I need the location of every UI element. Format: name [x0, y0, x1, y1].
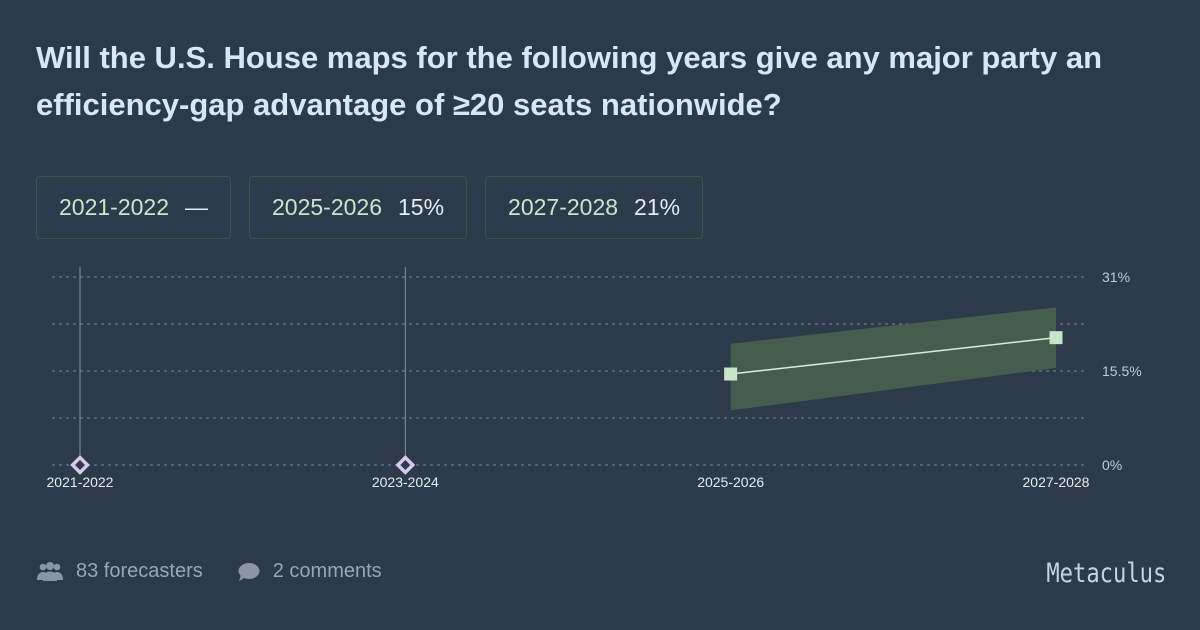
option-chip-2021-2022[interactable]: 2021-2022 — — [36, 176, 231, 239]
chip-label: 2027-2028 — [508, 194, 619, 220]
comments-label: 2 comments — [272, 560, 382, 582]
chip-value: — — [185, 194, 208, 220]
option-chip-2025-2026[interactable]: 2025-2026 15% — [249, 176, 468, 239]
chip-label: 2025-2026 — [272, 194, 382, 220]
confidence-band — [730, 307, 1056, 411]
chip-value: 15% — [398, 194, 445, 220]
comment-icon — [238, 562, 260, 581]
forecast-point — [1049, 331, 1063, 345]
comments-count[interactable]: 2 comments — [237, 560, 382, 583]
footer: 83 forecasters 2 comments — [36, 560, 382, 583]
x-tick-label: 2023-2024 — [372, 474, 439, 490]
forecast-chart: 31% 15.5% 0% 2021-2022 2023-2024 2025-2026 202… — [47, 267, 1142, 490]
users-icon — [37, 561, 63, 581]
chip-value: 21% — [634, 194, 681, 220]
x-tick-label: 2021-2022 — [47, 474, 114, 490]
question-title: Will the U.S. House maps for the followi… — [36, 40, 1103, 122]
forecasters-count: 83 forecasters — [36, 560, 203, 583]
y-tick-label: 31% — [1102, 269, 1130, 285]
x-tick-label: 2025-2026 — [697, 474, 764, 490]
forecasters-label: 83 forecasters — [76, 560, 203, 582]
forecast-line — [730, 336, 1057, 375]
option-chips: 2021-2022 — 2025-2026 15% 2027-2028 21% — [36, 176, 704, 239]
option-chip-2027-2028[interactable]: 2027-2028 21% — [485, 176, 704, 239]
x-tick-label: 2027-2028 — [1023, 474, 1090, 490]
y-tick-label: 15.5% — [1102, 363, 1142, 379]
forecast-point — [724, 367, 738, 381]
chip-label: 2021-2022 — [59, 194, 169, 220]
y-tick-label: 0% — [1102, 457, 1122, 473]
metaculus-logo: Metaculus — [1046, 558, 1166, 589]
